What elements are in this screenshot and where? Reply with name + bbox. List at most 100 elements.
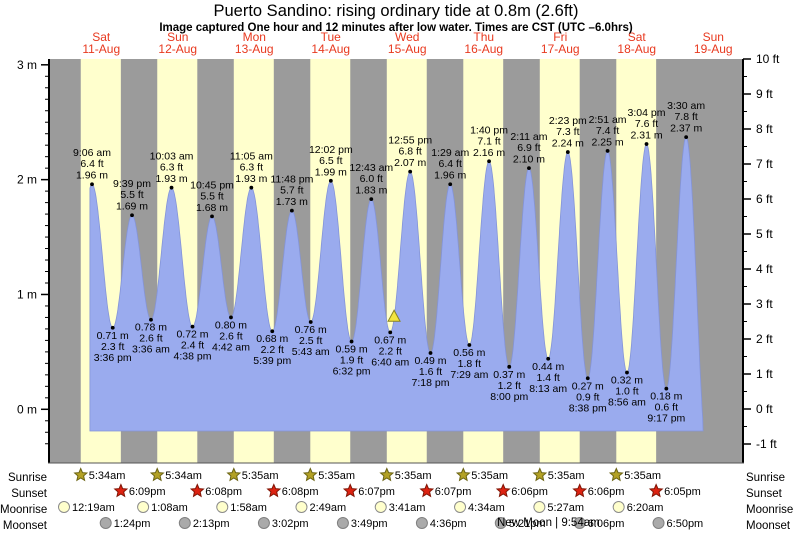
high-tide-annotation: 9:06 am6.4 ft1.96 m: [73, 147, 111, 187]
sunrise-time: 5:35am: [395, 470, 432, 482]
tide-extreme-dot: [388, 330, 393, 335]
tide-extreme-dot: [428, 351, 433, 355]
tide-height-m-label: 2.24 m: [552, 138, 584, 150]
right-axis-tick-label: 10 ft: [756, 52, 780, 66]
moonset-row: 1:24pm 2:13pm 3:02pm 3:49pm 4:36pm 5:21pm 6:06…: [99, 517, 704, 530]
low-tide-annotation: 0.76 m2.5 ft5:43 am: [292, 320, 330, 358]
tide-height-m-label: 2.25 m: [592, 136, 624, 148]
tide-extreme-dot: [289, 208, 294, 213]
tide-height-m-label: 0.27 m: [572, 380, 604, 392]
tide-time-label: 8:13 am: [529, 383, 567, 395]
moonset-time: 3:49pm: [351, 518, 388, 530]
tide-extreme-dot: [210, 214, 214, 219]
tide-height-ft-label: 6.9 ft: [517, 142, 540, 154]
tide-height-m-label: 1.93 m: [155, 173, 187, 185]
moonrise-time: 12:19am: [72, 502, 115, 514]
tide-height-ft-label: 6.8 ft: [398, 146, 421, 158]
date-label: 15-Aug: [388, 42, 427, 56]
date-label: 19-Aug: [694, 42, 733, 56]
tide-extreme-dot: [149, 317, 153, 322]
sunrise-time: 5:35am: [471, 470, 508, 482]
tide-time-label: 6:40 am: [371, 356, 409, 368]
moonset-time: 6:50pm: [667, 518, 704, 530]
right-axis-tick-label: 8 ft: [756, 122, 773, 136]
tide-height-m-label: 1.99 m: [315, 166, 347, 178]
left-axis-tick-label: 0 m: [17, 402, 37, 416]
tide-height-m-label: 1.68 m: [196, 202, 228, 214]
low-tide-annotation: 0.67 m2.2 ft6:40 am: [371, 330, 409, 368]
tide-height-ft-label: 5.5 ft: [120, 189, 143, 201]
tide-time-label: 12:43 am: [349, 162, 393, 174]
tide-extreme-dot: [644, 142, 649, 146]
high-tide-annotation: 2:51 am7.4 ft2.25 m: [589, 114, 627, 153]
tide-height-m-label: 0.37 m: [493, 369, 525, 381]
tide-height-ft-label: 1.9 ft: [340, 355, 363, 367]
tide-extreme-dot: [585, 376, 590, 381]
moonset-time: 2:13pm: [193, 518, 230, 530]
left-axis-tick-label: 3 m: [17, 58, 37, 72]
tide-time-label: 7:29 am: [450, 369, 488, 381]
date-label: 13-Aug: [235, 42, 274, 56]
tide-height-ft-label: 2.5 ft: [299, 335, 322, 347]
sunset-time: 6:06pm: [588, 486, 625, 498]
tide-height-ft-label: 7.8 ft: [674, 111, 697, 123]
moonrise-label: Moonrise: [0, 504, 48, 516]
right-axis-tick-label: 1 ft: [756, 367, 773, 381]
tide-time-label: 2:23 pm: [549, 115, 587, 127]
high-tide-annotation: 10:03 am6.3 ft1.93 m: [150, 151, 194, 190]
tide-extreme-dot: [408, 169, 413, 174]
tide-extreme-dot: [507, 364, 512, 369]
moonset-time: 1:24pm: [114, 518, 151, 530]
tide-height-m-label: 1.96 m: [434, 170, 466, 182]
tide-height-ft-label: 7.4 ft: [596, 125, 619, 137]
moonrise-circle-icon: [295, 501, 308, 513]
tide-time-label: 10:45 pm: [190, 179, 234, 191]
tide-height-ft-label: 1.8 ft: [458, 358, 481, 370]
tide-extreme-dot: [565, 150, 570, 154]
tide-extreme-dot: [605, 149, 610, 153]
tide-time-label: 4:38 pm: [174, 351, 212, 363]
weekday-label: Sat: [628, 30, 647, 44]
moonrise-time: 6:20am: [627, 502, 664, 514]
tide-extreme-dot: [270, 329, 275, 334]
tide-height-m-label: 0.32 m: [611, 375, 643, 387]
high-tide-annotation: 1:40 pm7.1 ft2.16 m: [470, 124, 508, 164]
low-tide-annotation: 0.80 m2.6 ft4:42 am: [212, 315, 250, 353]
tide-height-ft-label: 6.3 ft: [160, 162, 183, 174]
sunset-time: 6:09pm: [129, 486, 166, 498]
sunrise-label: Sunrise: [746, 472, 785, 484]
moonset-circle-icon: [178, 517, 191, 529]
tide-extreme-dot: [487, 159, 491, 164]
tide-extreme-dot: [684, 135, 689, 140]
right-axis-tick-label: 5 ft: [756, 227, 773, 241]
tide-height-ft-label: 1.6 ft: [419, 366, 442, 378]
right-axis-tick-label: 4 ft: [756, 262, 773, 276]
tide-extreme-dot: [664, 386, 669, 391]
footer-labels-left: Sunrise Sunset Moonrise Moonset: [0, 470, 47, 534]
moonset-circle-icon: [336, 517, 349, 529]
sunrise-star-icon: [532, 467, 548, 482]
tide-extreme-dot: [90, 182, 94, 187]
low-tide-annotation: 0.49 m1.6 ft7:18 pm: [412, 351, 450, 389]
tide-extreme-dot: [169, 185, 174, 190]
date-label: 14-Aug: [311, 42, 350, 56]
sunset-label: Sunset: [11, 488, 47, 500]
moonrise-time: 2:49am: [309, 502, 346, 514]
low-tide-annotation: 0.37 m1.2 ft8:00 pm: [490, 364, 528, 403]
weekday-label: Wed: [395, 30, 419, 44]
tide-height-m-label: 0.56 m: [453, 347, 485, 359]
sunset-star-icon: [266, 483, 282, 498]
tide-time-label: 11:05 am: [230, 151, 273, 163]
sunrise-star-icon: [226, 467, 242, 482]
tide-height-ft-label: 6.5 ft: [319, 155, 342, 167]
tide-height-ft-label: 1.2 ft: [498, 380, 521, 392]
tide-height-m-label: 0.72 m: [176, 329, 208, 341]
sunset-row: 6:09pm 6:08pm 6:08pm 6:07pm 6:07pm 6:06pm 6:06…: [113, 483, 701, 498]
tide-height-ft-label: 6.4 ft: [439, 158, 462, 170]
